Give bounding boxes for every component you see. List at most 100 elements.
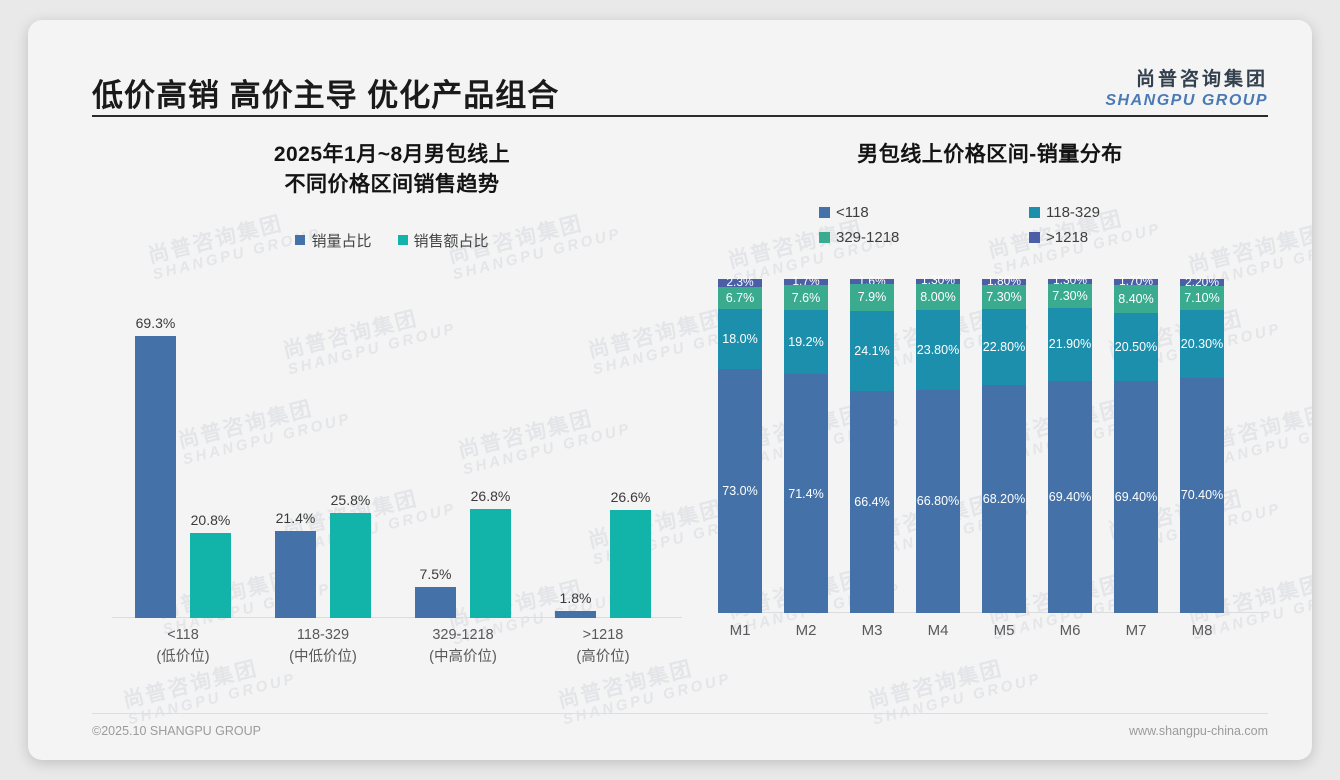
x-axis-label: M1	[729, 621, 751, 639]
stack-segment-label: 2.3%	[726, 274, 754, 289]
bar-group: 7.5% 26.8%	[398, 273, 528, 618]
footer-divider	[92, 713, 1268, 714]
stack-segment-1[interactable]: 23.80%	[916, 310, 960, 390]
left-chart-title-line2: 不同价格区间销售趋势	[284, 172, 500, 196]
stack-segment-label: 7.30%	[986, 289, 1022, 304]
bar-1[interactable]	[330, 512, 371, 618]
stack-segment-1[interactable]: 19.2%	[784, 310, 828, 375]
stack-segment-2[interactable]: 7.30%	[982, 284, 1026, 309]
stack-segment-label: 21.90%	[1048, 337, 1092, 352]
bar-column[interactable]: 26.8%	[470, 273, 511, 618]
bar-column[interactable]: 20.8%	[190, 273, 231, 618]
stacked-bar[interactable]: 1.6% 7.9% 24.1% 66.4%	[850, 268, 894, 613]
stack-segment-label: 20.30%	[1180, 336, 1224, 351]
bar-1[interactable]	[470, 508, 511, 618]
bar-value-label: 20.8%	[190, 511, 231, 528]
brand-logo: 尚普咨询集团 SHANGPU GROUP	[1105, 64, 1268, 110]
stacked-bar[interactable]: 1.30% 8.00% 23.80% 66.80%	[916, 268, 960, 613]
legend-swatch-icon	[1029, 206, 1040, 218]
stack-segment-0[interactable]: 69.40%	[1048, 381, 1092, 613]
stack-segment-3[interactable]: 1.6%	[850, 274, 894, 288]
stack-segment-2[interactable]: 8.40%	[1114, 284, 1158, 313]
bar-column[interactable]: 21.4%	[275, 273, 316, 618]
bar-1[interactable]	[610, 509, 651, 618]
left-x-axis	[112, 616, 682, 618]
stacked-bar[interactable]: 2.20% 7.10% 20.30% 70.40%	[1180, 268, 1224, 613]
legend-item-0[interactable]: 销量占比	[295, 230, 372, 251]
stack-segment-label: 2.20%	[1184, 274, 1220, 289]
stack-segment-0[interactable]: 70.40%	[1180, 377, 1224, 613]
stack-segment-1[interactable]: 22.80%	[982, 308, 1026, 386]
bar-value-label: 21.4%	[275, 509, 316, 526]
stack-segment-3[interactable]: 2.3%	[718, 275, 762, 289]
stack-segment-3[interactable]: 1.7%	[784, 274, 828, 288]
stack-segment-0[interactable]: 69.40%	[1114, 381, 1158, 613]
bar-column[interactable]: 7.5%	[415, 273, 456, 618]
stack-segment-3[interactable]: 2.20%	[1180, 275, 1224, 289]
stack-segment-1[interactable]: 24.1%	[850, 310, 894, 392]
bar-0[interactable]	[135, 335, 176, 618]
stack-segment-label: 1.80%	[986, 273, 1022, 288]
stack-segment-0[interactable]: 73.0%	[718, 369, 762, 613]
x-axis-label-range: <118	[167, 626, 199, 643]
x-axis-label: M2	[795, 621, 817, 639]
legend-item-3[interactable]: >1218	[1029, 229, 1161, 246]
stack-segment-2[interactable]: 8.00%	[916, 283, 960, 311]
stack-segment-label: 1.70%	[1118, 273, 1154, 288]
bar-1[interactable]	[190, 532, 231, 618]
page-title: 低价高销 高价主导 优化产品组合	[92, 78, 560, 113]
bar-value-label: 25.8%	[330, 491, 371, 508]
legend-label: 销量占比	[311, 232, 372, 250]
logo-text-cn: 尚普咨询集团	[1135, 69, 1268, 90]
right-chart-legend[interactable]: <118 118-329 329-1218 >1218	[704, 204, 1276, 246]
stacked-bar[interactable]: 2.3% 6.7% 18.0% 73.0%	[718, 268, 762, 613]
legend-label: 销售额占比	[413, 232, 489, 250]
stack-segment-3[interactable]: 1.80%	[982, 274, 1026, 288]
bar-column[interactable]: 1.8%	[555, 273, 596, 618]
x-axis-label: M8	[1191, 621, 1213, 639]
bar-value-label: 26.6%	[610, 488, 651, 505]
stack-segment-2[interactable]: 7.30%	[1048, 283, 1092, 308]
stack-segment-label: 1.6%	[858, 273, 886, 288]
x-axis-label-range: 329-1218	[432, 626, 494, 643]
stacked-bar[interactable]: 1.80% 7.30% 22.80% 68.20%	[982, 268, 1026, 613]
stack-segment-1[interactable]: 18.0%	[718, 308, 762, 369]
footer-website[interactable]: www.shangpu-china.com	[1129, 724, 1268, 738]
left-chart-legend[interactable]: 销量占比 销售额占比	[92, 230, 692, 251]
stack-segment-3[interactable]: 1.70%	[1114, 274, 1158, 288]
x-axis-label: M3	[861, 621, 883, 639]
stack-segment-2[interactable]: 7.9%	[850, 284, 894, 311]
bar-column[interactable]: 69.3%	[135, 273, 176, 618]
stack-segment-0[interactable]: 68.20%	[982, 385, 1026, 613]
stack-segment-label: 22.80%	[982, 339, 1026, 354]
legend-item-1[interactable]: 销售额占比	[397, 230, 489, 251]
bar-column[interactable]: 26.6%	[610, 273, 651, 618]
stacked-bar[interactable]: 1.30% 7.30% 21.90% 69.40%	[1048, 268, 1092, 613]
stack-segment-label: 69.40%	[1114, 489, 1158, 504]
stacked-bar[interactable]: 1.7% 7.6% 19.2% 71.4%	[784, 268, 828, 613]
bar-column[interactable]: 25.8%	[330, 273, 371, 618]
stack-segment-label: 7.6%	[791, 290, 821, 305]
slide-header: 低价高销 高价主导 优化产品组合 尚普咨询集团 SHANGPU GROUP	[28, 20, 1312, 117]
bar-0[interactable]	[415, 586, 456, 618]
x-axis-label: 329-1218 (中高价位)	[398, 624, 528, 669]
stack-segment-1[interactable]: 21.90%	[1048, 307, 1092, 382]
bar-0[interactable]	[275, 530, 316, 618]
stack-segment-0[interactable]: 66.80%	[916, 389, 960, 613]
bar-0[interactable]	[555, 610, 596, 618]
left-chart-panel: 2025年1月~8月男包线上 不同价格区间销售趋势 销量占比 销售额占比 69.3…	[92, 140, 692, 700]
stack-segment-2[interactable]: 7.6%	[784, 284, 828, 311]
stack-segment-0[interactable]: 71.4%	[784, 374, 828, 613]
legend-item-0[interactable]: <118	[819, 204, 951, 221]
legend-item-2[interactable]: 329-1218	[819, 229, 951, 246]
stack-segment-2[interactable]: 7.10%	[1180, 286, 1224, 310]
stack-segment-2[interactable]: 6.7%	[718, 286, 762, 309]
stack-segment-0[interactable]: 66.4%	[850, 391, 894, 613]
stack-segment-label: 69.40%	[1048, 489, 1092, 504]
stack-segment-1[interactable]: 20.50%	[1114, 312, 1158, 382]
legend-swatch-icon	[1029, 231, 1040, 243]
legend-item-1[interactable]: 118-329	[1029, 204, 1161, 221]
stacked-bar[interactable]: 1.70% 8.40% 20.50% 69.40%	[1114, 268, 1158, 613]
right-chart-title: 男包线上价格区间-销量分布	[857, 143, 1123, 166]
stack-segment-1[interactable]: 20.30%	[1180, 309, 1224, 378]
